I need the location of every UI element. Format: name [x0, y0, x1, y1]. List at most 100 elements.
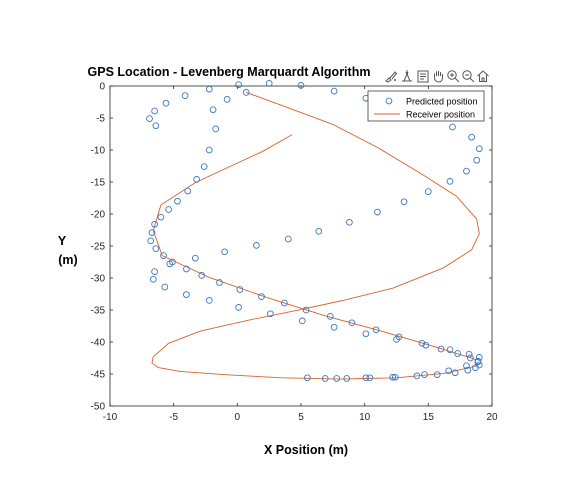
predicted-series	[146, 80, 483, 382]
y-tick-label: -40	[91, 338, 106, 349]
predicted-position-marker	[146, 115, 153, 122]
y-tick-label: -45	[91, 370, 106, 381]
predicted-position-marker	[191, 254, 199, 262]
predicted-position-marker	[343, 375, 351, 382]
predicted-position-marker	[421, 371, 428, 378]
predicted-position-marker	[451, 369, 459, 377]
predicted-position-marker	[475, 145, 483, 153]
predicted-position-marker	[152, 122, 160, 130]
predicted-position-marker	[235, 304, 242, 311]
predicted-position-marker	[284, 235, 292, 243]
x-tick-label: 15	[423, 412, 435, 423]
predicted-position-marker	[174, 197, 181, 205]
predicted-position-marker	[236, 286, 244, 293]
data-tips-icon[interactable]	[400, 69, 414, 83]
predicted-position-marker	[463, 362, 470, 370]
home-icon[interactable]	[476, 69, 490, 83]
y-tick-label: -30	[91, 274, 106, 285]
legend-marker-predicted	[385, 97, 393, 105]
y-axis-label-line1: Y	[58, 234, 67, 248]
predicted-position-marker	[223, 96, 231, 103]
y-tick-label: -10	[91, 146, 106, 157]
y-tick-label: -20	[91, 210, 106, 221]
x-tick-label: -10	[103, 412, 118, 423]
predicted-position-marker	[449, 123, 456, 131]
predicted-position-marker	[198, 272, 206, 279]
zoom-in-icon[interactable]	[446, 69, 460, 83]
pan-icon[interactable]	[431, 69, 445, 83]
predicted-position-marker	[389, 373, 397, 381]
predicted-position-marker	[467, 354, 474, 362]
predicted-position-marker	[205, 85, 213, 93]
predicted-position-marker	[374, 208, 381, 216]
predicted-position-marker	[152, 245, 160, 252]
predicted-position-marker	[297, 82, 305, 89]
receiver-series	[151, 91, 480, 380]
x-tick-label: 20	[486, 412, 498, 423]
predicted-position-marker	[473, 156, 481, 164]
predicted-position-marker	[464, 366, 472, 374]
predicted-position-marker	[346, 218, 353, 226]
predicted-position-marker	[422, 341, 430, 349]
predicted-position-marker	[326, 313, 334, 320]
predicted-position-marker	[446, 178, 454, 185]
axes-toolbar	[384, 69, 490, 83]
predicted-position-marker	[205, 146, 213, 154]
x-tick-label: 0	[235, 412, 241, 423]
predicted-position-marker	[437, 345, 445, 353]
predicted-position-marker	[472, 364, 479, 371]
predicted-position-marker	[235, 81, 242, 89]
predicted-position-marker	[205, 297, 213, 304]
y-tick-label: -15	[91, 178, 106, 189]
predicted-position-marker	[242, 89, 250, 96]
predicted-position-marker	[184, 187, 192, 195]
legend[interactable]: Predicted position Receiver position	[367, 90, 485, 122]
predicted-position-marker	[463, 167, 470, 175]
predicted-position-marker	[454, 350, 461, 357]
rotate-icon[interactable]	[416, 69, 430, 83]
x-tick-label: 5	[298, 412, 304, 423]
chart-title: GPS Location - Levenberg Marquardt Algor…	[88, 65, 371, 79]
predicted-position-marker	[183, 265, 190, 273]
y-axis-label-line2: (m)	[58, 253, 77, 267]
legend-label-receiver: Receiver position	[406, 110, 475, 120]
predicted-position-marker	[304, 374, 311, 382]
brush-icon[interactable]	[384, 69, 398, 83]
predicted-position-marker	[474, 357, 482, 365]
predicted-position-marker	[391, 373, 399, 381]
predicted-position-marker	[258, 293, 265, 300]
predicted-position-marker	[400, 198, 408, 206]
y-tick-label: 0	[99, 82, 105, 93]
predicted-position-marker	[221, 248, 228, 256]
receiver-position-line	[151, 91, 480, 380]
legend-label-predicted: Predicted position	[406, 97, 478, 107]
predicted-position-marker	[362, 330, 370, 338]
predicted-position-marker	[475, 354, 483, 361]
predicted-position-marker	[468, 133, 475, 141]
x-tick-label: -5	[169, 412, 178, 423]
predicted-position-marker	[446, 346, 454, 354]
predicted-position-marker	[165, 206, 172, 213]
predicted-position-marker	[433, 371, 441, 378]
axis-ticks: -10 -5 0 5 10 15 200-5-10-15-20-25-30-35-40-45…	[91, 82, 498, 424]
predicted-position-marker	[183, 291, 190, 298]
predicted-position-marker	[465, 350, 473, 358]
predicted-position-marker	[298, 317, 306, 325]
legend-box	[367, 90, 485, 122]
predicted-position-marker	[151, 220, 158, 228]
predicted-position-marker	[149, 275, 157, 283]
predicted-position-marker	[281, 299, 288, 307]
zoom-out-icon[interactable]	[461, 69, 475, 83]
predicted-position-marker	[193, 176, 200, 183]
predicted-position-marker	[362, 374, 370, 382]
predicted-position-marker	[372, 326, 380, 334]
plot-area	[109, 85, 493, 407]
predicted-position-marker	[366, 374, 374, 382]
predicted-position-marker	[151, 268, 158, 275]
y-tick-label: -50	[91, 402, 106, 413]
predicted-position-marker	[216, 279, 223, 286]
y-tick-label: -25	[91, 242, 106, 253]
y-tick-label: -35	[91, 306, 106, 317]
predicted-position-marker	[157, 213, 165, 221]
predicted-position-marker	[330, 323, 338, 331]
